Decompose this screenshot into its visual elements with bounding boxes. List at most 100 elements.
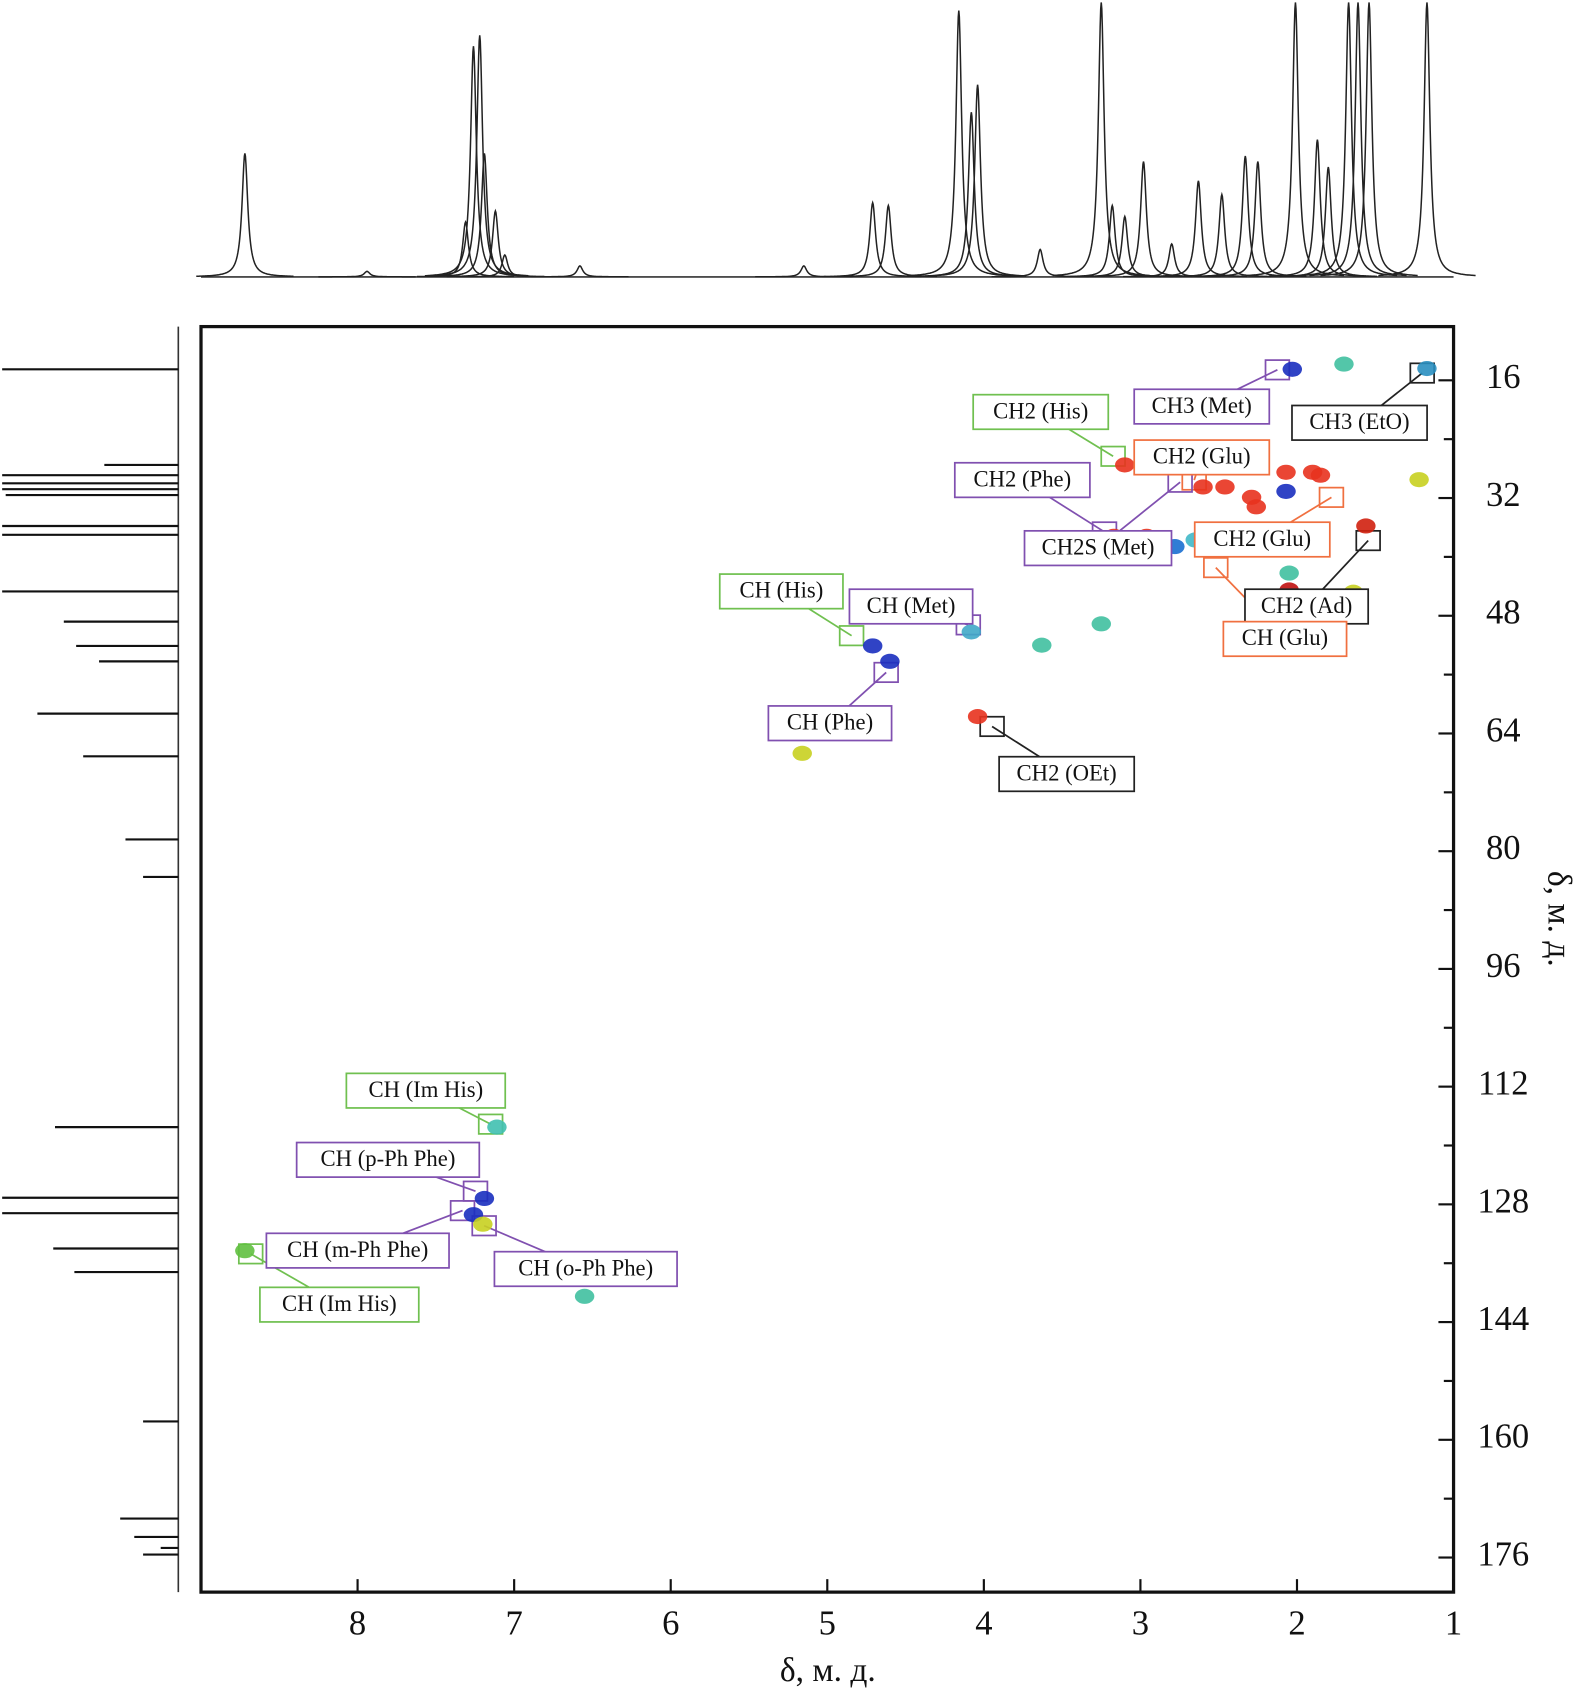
y-tick-label: 112 [1478, 1065, 1529, 1103]
cross-peak [1279, 565, 1299, 581]
annotation-label: CH2 (OEt) [1017, 760, 1117, 785]
top-spectrum-peak [531, 264, 629, 278]
top-spectrum-peak [424, 46, 523, 277]
annotation-label: CH (Phe) [787, 710, 873, 735]
cross-peak [1409, 472, 1429, 488]
cross-peak [961, 624, 982, 640]
annotation-box [493, 1250, 678, 1288]
annotation-box [265, 1232, 450, 1269]
top-spectrum-peak [1246, 2, 1345, 277]
y-tick-label: 80 [1486, 829, 1521, 867]
cross-peak [1246, 499, 1267, 515]
cross-peak [1115, 457, 1135, 473]
cross-peak [1276, 483, 1296, 499]
annotation-label: CH2S (Met) [1042, 534, 1155, 559]
annotation-target [979, 715, 1005, 738]
annotation-label: CH2 (Glu) [1153, 444, 1251, 469]
top-spectrum-peak [318, 270, 416, 278]
top-spectrum-peak [1094, 161, 1193, 278]
annotation-target [1203, 557, 1229, 579]
top-spectrum-peak [1149, 180, 1248, 278]
annotation-box [1222, 620, 1348, 658]
annotation-label: CH (His) [739, 578, 823, 603]
top-spectrum-peak [823, 200, 922, 278]
annotation-box [259, 1286, 420, 1323]
x-tick-label: 1 [1445, 1605, 1462, 1643]
cross-peak [880, 653, 900, 669]
annotation-label: CH2 (His) [993, 398, 1088, 423]
annotation-box [718, 573, 844, 610]
cross-peak [792, 745, 812, 761]
annotation-target [838, 625, 865, 647]
cross-peak [862, 638, 883, 654]
cross-peak [967, 708, 988, 725]
x-tick-label: 7 [506, 1605, 523, 1643]
cross-peak [1276, 464, 1296, 480]
top-spectrum-peak [1299, 2, 1398, 277]
top-spectrum-peak [1268, 139, 1367, 277]
y-tick-label: 176 [1477, 1535, 1529, 1573]
top-spectrum-peak [910, 10, 1008, 277]
top-spectrum-peak [1052, 2, 1150, 277]
y-tick-label: 48 [1486, 594, 1521, 632]
cross-peak [474, 1190, 495, 1207]
y-tick-label: 32 [1486, 476, 1521, 514]
x-tick-label: 8 [349, 1605, 366, 1643]
y-tick-label: 96 [1486, 947, 1521, 985]
top-spectrum-peak [922, 112, 1020, 277]
annotation-target [471, 1215, 497, 1237]
y-axis-label: δ, м. д. [1541, 871, 1578, 967]
annotation-label: CH (Glu) [1242, 625, 1328, 650]
x-tick-label: 4 [975, 1605, 992, 1643]
top-spectrum-peak [196, 153, 294, 277]
annotation-box [1244, 588, 1370, 625]
x-axis-label: δ, м. д. [780, 1652, 876, 1689]
annotation-label: CH (o-Ph Phe) [518, 1255, 653, 1280]
y-tick-label: 144 [1477, 1300, 1529, 1338]
cross-peak [574, 1288, 595, 1304]
cross-peak [1282, 361, 1303, 377]
cross-peak [1310, 467, 1331, 483]
cross-peak [487, 1119, 507, 1135]
top-spectrum-peak [839, 203, 937, 278]
top-spectrum-peak [1320, 2, 1418, 277]
annotation-box [1291, 404, 1428, 441]
annotation-label: CH (Met) [867, 593, 956, 618]
cross-peak [235, 1243, 255, 1259]
top-spectrum-peak [928, 84, 1027, 277]
annotation-box [953, 461, 1091, 499]
annotation-box [767, 705, 893, 742]
top-spectrum-peak [755, 264, 853, 278]
top-spectrum-peak [1279, 166, 1377, 278]
annotation-box [1193, 521, 1331, 558]
top-spectrum-peak [1378, 2, 1476, 277]
cross-peak [1356, 518, 1376, 534]
x-tick-label: 6 [662, 1605, 679, 1643]
y-tick-label: 160 [1477, 1418, 1529, 1456]
annotation-box [1133, 439, 1271, 476]
annotation-label: CH (p-Ph Phe) [321, 1146, 456, 1171]
x-tick-label: 3 [1132, 1605, 1149, 1643]
annotation-box [998, 755, 1136, 793]
cross-peak [1334, 356, 1354, 372]
annotation-box [1133, 388, 1271, 425]
annotation-label: CH3 (EtO) [1309, 409, 1409, 434]
annotation-box [972, 393, 1110, 431]
annotation-box [295, 1141, 481, 1178]
cross-peak [1032, 637, 1052, 653]
y-tick-label: 64 [1486, 711, 1521, 749]
annotation-label: CH2 (Phe) [974, 466, 1072, 491]
y-tick-label: 16 [1486, 358, 1521, 396]
x-tick-label: 2 [1288, 1605, 1305, 1643]
annotation-box [345, 1072, 507, 1109]
annotation-label: CH (Im His) [282, 1291, 397, 1316]
plot-frame [199, 324, 1456, 1594]
cross-peak [473, 1216, 493, 1232]
x-tick-label: 5 [819, 1605, 836, 1643]
top-spectrum-peak [1173, 191, 1271, 278]
y-tick-label: 128 [1477, 1182, 1529, 1220]
annotation-label: CH (Im His) [368, 1077, 483, 1102]
annotation-label: CH3 (Met) [1152, 393, 1252, 418]
annotation-label: CH (m-Ph Phe) [287, 1237, 428, 1262]
